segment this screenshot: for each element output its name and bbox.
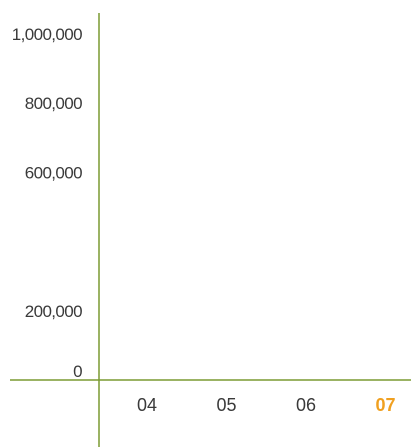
x-tick-label-07: 07 [375, 395, 395, 415]
x-tick-label-05: 05 [216, 395, 236, 415]
x-tick-label-04: 04 [137, 395, 157, 415]
y-axis-tick-labels: 0 200,000 600,000 800,000 1,000,000 [12, 25, 83, 381]
y-tick-label: 1,000,000 [12, 25, 82, 44]
y-tick-label: 0 [73, 362, 82, 381]
y-tick-label: 800,000 [25, 94, 82, 113]
x-tick-label-06: 06 [296, 395, 316, 415]
x-axis-tick-labels: 04 05 06 07 [137, 395, 396, 415]
y-tick-label: 200,000 [25, 302, 82, 321]
y-tick-label: 600,000 [25, 163, 82, 182]
